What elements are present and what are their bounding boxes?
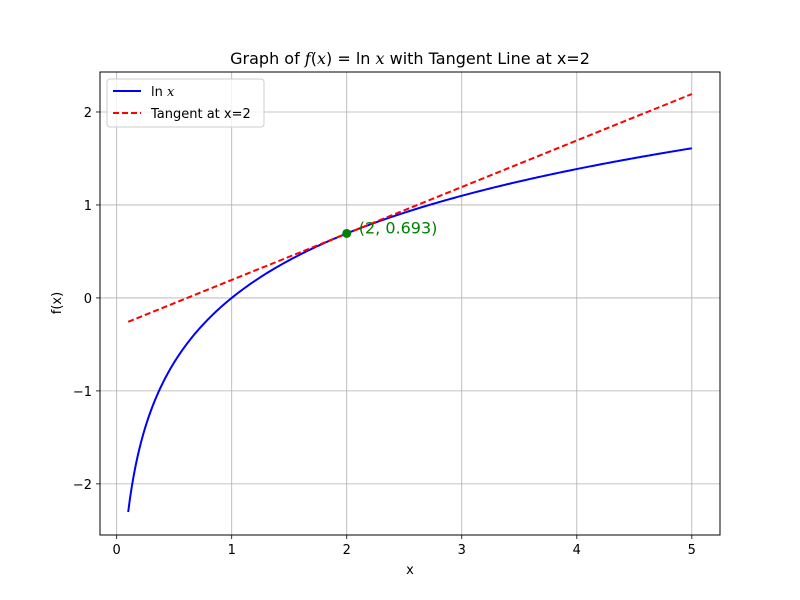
legend: ln x Tangent at x=2 xyxy=(106,78,265,128)
series-line-tangent xyxy=(127,93,693,323)
x-tick-label: 4 xyxy=(573,543,581,558)
grid-lines xyxy=(100,72,720,535)
y-tick-label: 0 xyxy=(84,292,92,307)
y-tick-label: 1 xyxy=(84,199,92,214)
y-tick-label: −2 xyxy=(73,478,92,493)
y-tick-label: 2 xyxy=(84,106,92,121)
legend-box xyxy=(106,78,265,128)
chart-title: Graph of f(x) = ln x with Tangent Line a… xyxy=(230,49,590,68)
plot-area: (2, 0.693) xyxy=(127,93,693,513)
tangent-point-marker xyxy=(342,228,352,238)
y-tick-label: −1 xyxy=(73,385,92,400)
legend-label-tangent: Tangent at x=2 xyxy=(150,107,251,122)
legend-label-ln: ln x xyxy=(151,85,175,100)
point-annotation: (2, 0.693) xyxy=(359,218,438,237)
x-tick-label: 2 xyxy=(343,543,351,558)
x-tick-label: 1 xyxy=(228,543,236,558)
x-tick-label: 5 xyxy=(688,543,696,558)
x-tick-label: 3 xyxy=(458,543,466,558)
x-tick-label: 0 xyxy=(113,543,121,558)
x-axis-label: x xyxy=(406,563,414,578)
y-axis-ticks: −2 −1 0 1 2 xyxy=(73,106,100,493)
y-axis-label: f(x) xyxy=(50,292,65,314)
x-axis-ticks: 0 1 2 3 4 5 xyxy=(113,535,696,558)
series-line-ln xyxy=(127,147,692,513)
axes-frame xyxy=(99,71,721,536)
